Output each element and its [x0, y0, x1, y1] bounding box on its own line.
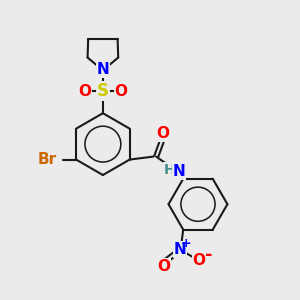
- Text: +: +: [180, 237, 191, 250]
- Text: O: O: [78, 84, 91, 99]
- Text: -: -: [205, 246, 213, 264]
- Text: Br: Br: [38, 152, 57, 167]
- Text: O: O: [157, 126, 170, 141]
- Text: S: S: [97, 82, 109, 100]
- Text: N: N: [174, 242, 187, 257]
- Text: N: N: [97, 62, 109, 77]
- Text: N: N: [172, 164, 185, 179]
- Text: O: O: [192, 253, 206, 268]
- Text: O: O: [115, 84, 128, 99]
- Text: O: O: [158, 259, 171, 274]
- Text: H: H: [163, 163, 175, 177]
